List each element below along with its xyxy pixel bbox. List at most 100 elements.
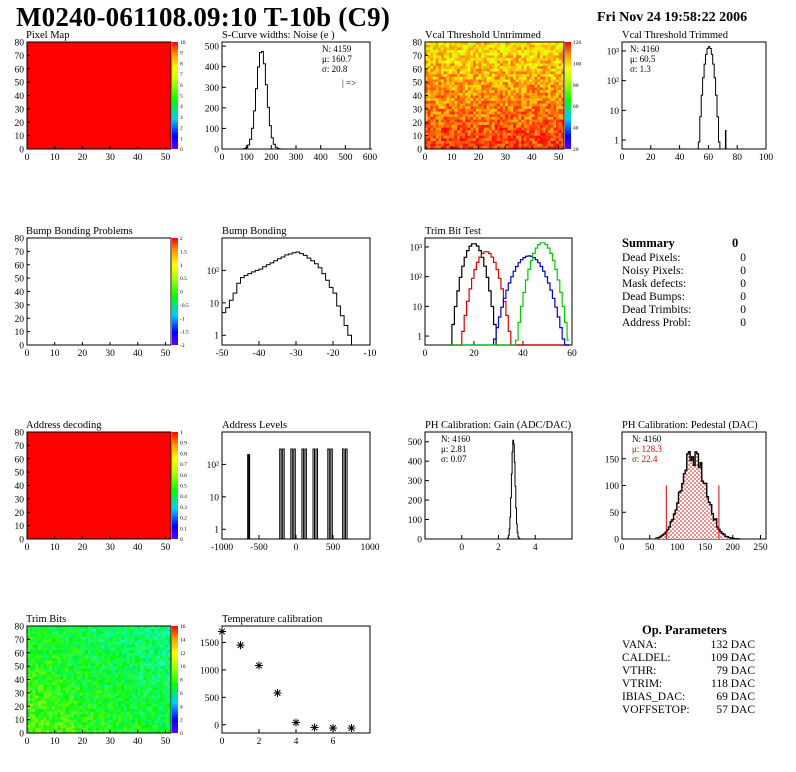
heatmap-cell	[168, 652, 172, 656]
heatmap-cell	[433, 82, 437, 86]
op-parameter-value: 79 DAC	[716, 665, 755, 677]
heatmap-cell	[29, 684, 33, 688]
heatmap-cell	[446, 143, 450, 147]
heatmap-cell	[68, 650, 72, 654]
heatmap-cell	[545, 66, 549, 70]
heatmap-cell	[29, 628, 33, 632]
heatmap-cell	[140, 700, 144, 704]
heatmap-cell	[118, 652, 122, 656]
heatmap-cell	[57, 636, 61, 640]
heatmap-cell	[465, 52, 469, 56]
heatmap-cell	[561, 50, 565, 54]
heatmap-cell	[93, 626, 97, 630]
heatmap-cell	[165, 727, 169, 731]
heatmap-cell	[121, 684, 125, 688]
heatmap-cell	[118, 716, 122, 721]
heatmap-cell	[63, 730, 67, 734]
heatmap-cell	[502, 42, 506, 46]
heatmap-cell	[510, 116, 514, 120]
heatmap-cell	[454, 71, 458, 75]
heatmap-cell	[159, 692, 164, 696]
heatmap-cell	[148, 628, 153, 632]
heatmap-cell	[135, 639, 139, 643]
heatmap-cell	[137, 708, 141, 712]
heatmap-cell	[454, 103, 458, 107]
heatmap-cell	[107, 690, 111, 694]
heatmap-cell	[497, 47, 501, 51]
palette-label: -2	[180, 343, 185, 349]
heatmap-cell	[561, 44, 565, 48]
heatmap-cell	[473, 60, 477, 64]
heatmap-cell	[129, 631, 133, 635]
heatmap-cell	[523, 127, 527, 131]
heatmap-cell	[162, 631, 166, 635]
heatmap-cell	[433, 68, 437, 72]
heatmap-cell	[49, 703, 53, 707]
heatmap-cell	[148, 674, 153, 678]
heatmap-cell	[470, 114, 474, 118]
heatmap-cell	[162, 650, 166, 654]
heatmap-cell	[146, 666, 150, 670]
heatmap-cell	[505, 79, 509, 83]
heatmap-cell	[446, 111, 450, 115]
heatmap-cell	[433, 98, 437, 102]
heatmap-cell	[107, 666, 111, 670]
stats-line: σ: 20.8	[322, 64, 348, 74]
heatmap-cell	[441, 82, 445, 86]
heatmap-cell	[491, 87, 495, 91]
heatmap-cell	[74, 724, 78, 729]
heatmap-cell	[555, 90, 560, 94]
heatmap-cell	[441, 119, 445, 123]
heatmap-cell	[561, 140, 565, 145]
heatmap-cell	[143, 660, 147, 664]
heatmap-cell	[168, 679, 172, 683]
heatmap-cell	[539, 132, 544, 137]
heatmap-cell	[82, 682, 86, 686]
heatmap-cell	[137, 631, 141, 635]
heatmap-cell	[443, 143, 447, 147]
heatmap-cell	[483, 116, 487, 120]
heatmap-cell	[168, 695, 172, 699]
heatmap-cell	[489, 119, 493, 123]
heatmap-cell	[74, 671, 78, 675]
heatmap-cell	[473, 119, 477, 123]
heatmap-cell	[146, 663, 150, 667]
heatmap-cell	[534, 71, 538, 75]
heatmap-cell	[143, 695, 147, 699]
heatmap-cell	[104, 666, 108, 670]
heatmap-cell	[470, 130, 474, 134]
heatmap-cell	[35, 690, 39, 694]
heatmap-cell	[140, 663, 144, 667]
heatmap-cell	[107, 660, 111, 664]
heatmap-cell	[132, 730, 136, 734]
heatmap-cell	[467, 58, 471, 62]
heatmap-cell	[433, 66, 437, 70]
heatmap-cell	[441, 98, 445, 102]
heatmap-cell	[126, 663, 130, 667]
heatmap-cell	[454, 108, 458, 112]
heatmap-cell	[459, 95, 463, 99]
heatmap-cell	[462, 44, 466, 48]
heatmap-cell	[470, 135, 474, 139]
heatmap-cell	[118, 703, 122, 707]
heatmap-cell	[51, 676, 56, 680]
heatmap-cell	[126, 687, 130, 691]
heatmap-cell	[542, 143, 546, 147]
heatmap-cell	[132, 690, 136, 694]
heatmap-cell	[85, 684, 89, 688]
heatmap-cell	[513, 84, 517, 88]
heatmap-cell	[531, 138, 535, 142]
heatmap-cell	[489, 90, 493, 94]
heatmap-cell	[35, 730, 39, 734]
heatmap-cell	[129, 687, 133, 691]
heatmap-cell	[85, 666, 89, 670]
heatmap-cell	[57, 639, 61, 643]
stats-line: N: 4160	[630, 44, 660, 54]
heatmap-cell	[46, 698, 50, 702]
heatmap-cell	[499, 82, 503, 86]
heatmap-cell	[76, 631, 81, 635]
heatmap-cell	[555, 100, 560, 104]
heatmap-cell	[40, 663, 45, 667]
heatmap-cell	[425, 84, 429, 88]
heatmap-cell	[465, 82, 469, 86]
